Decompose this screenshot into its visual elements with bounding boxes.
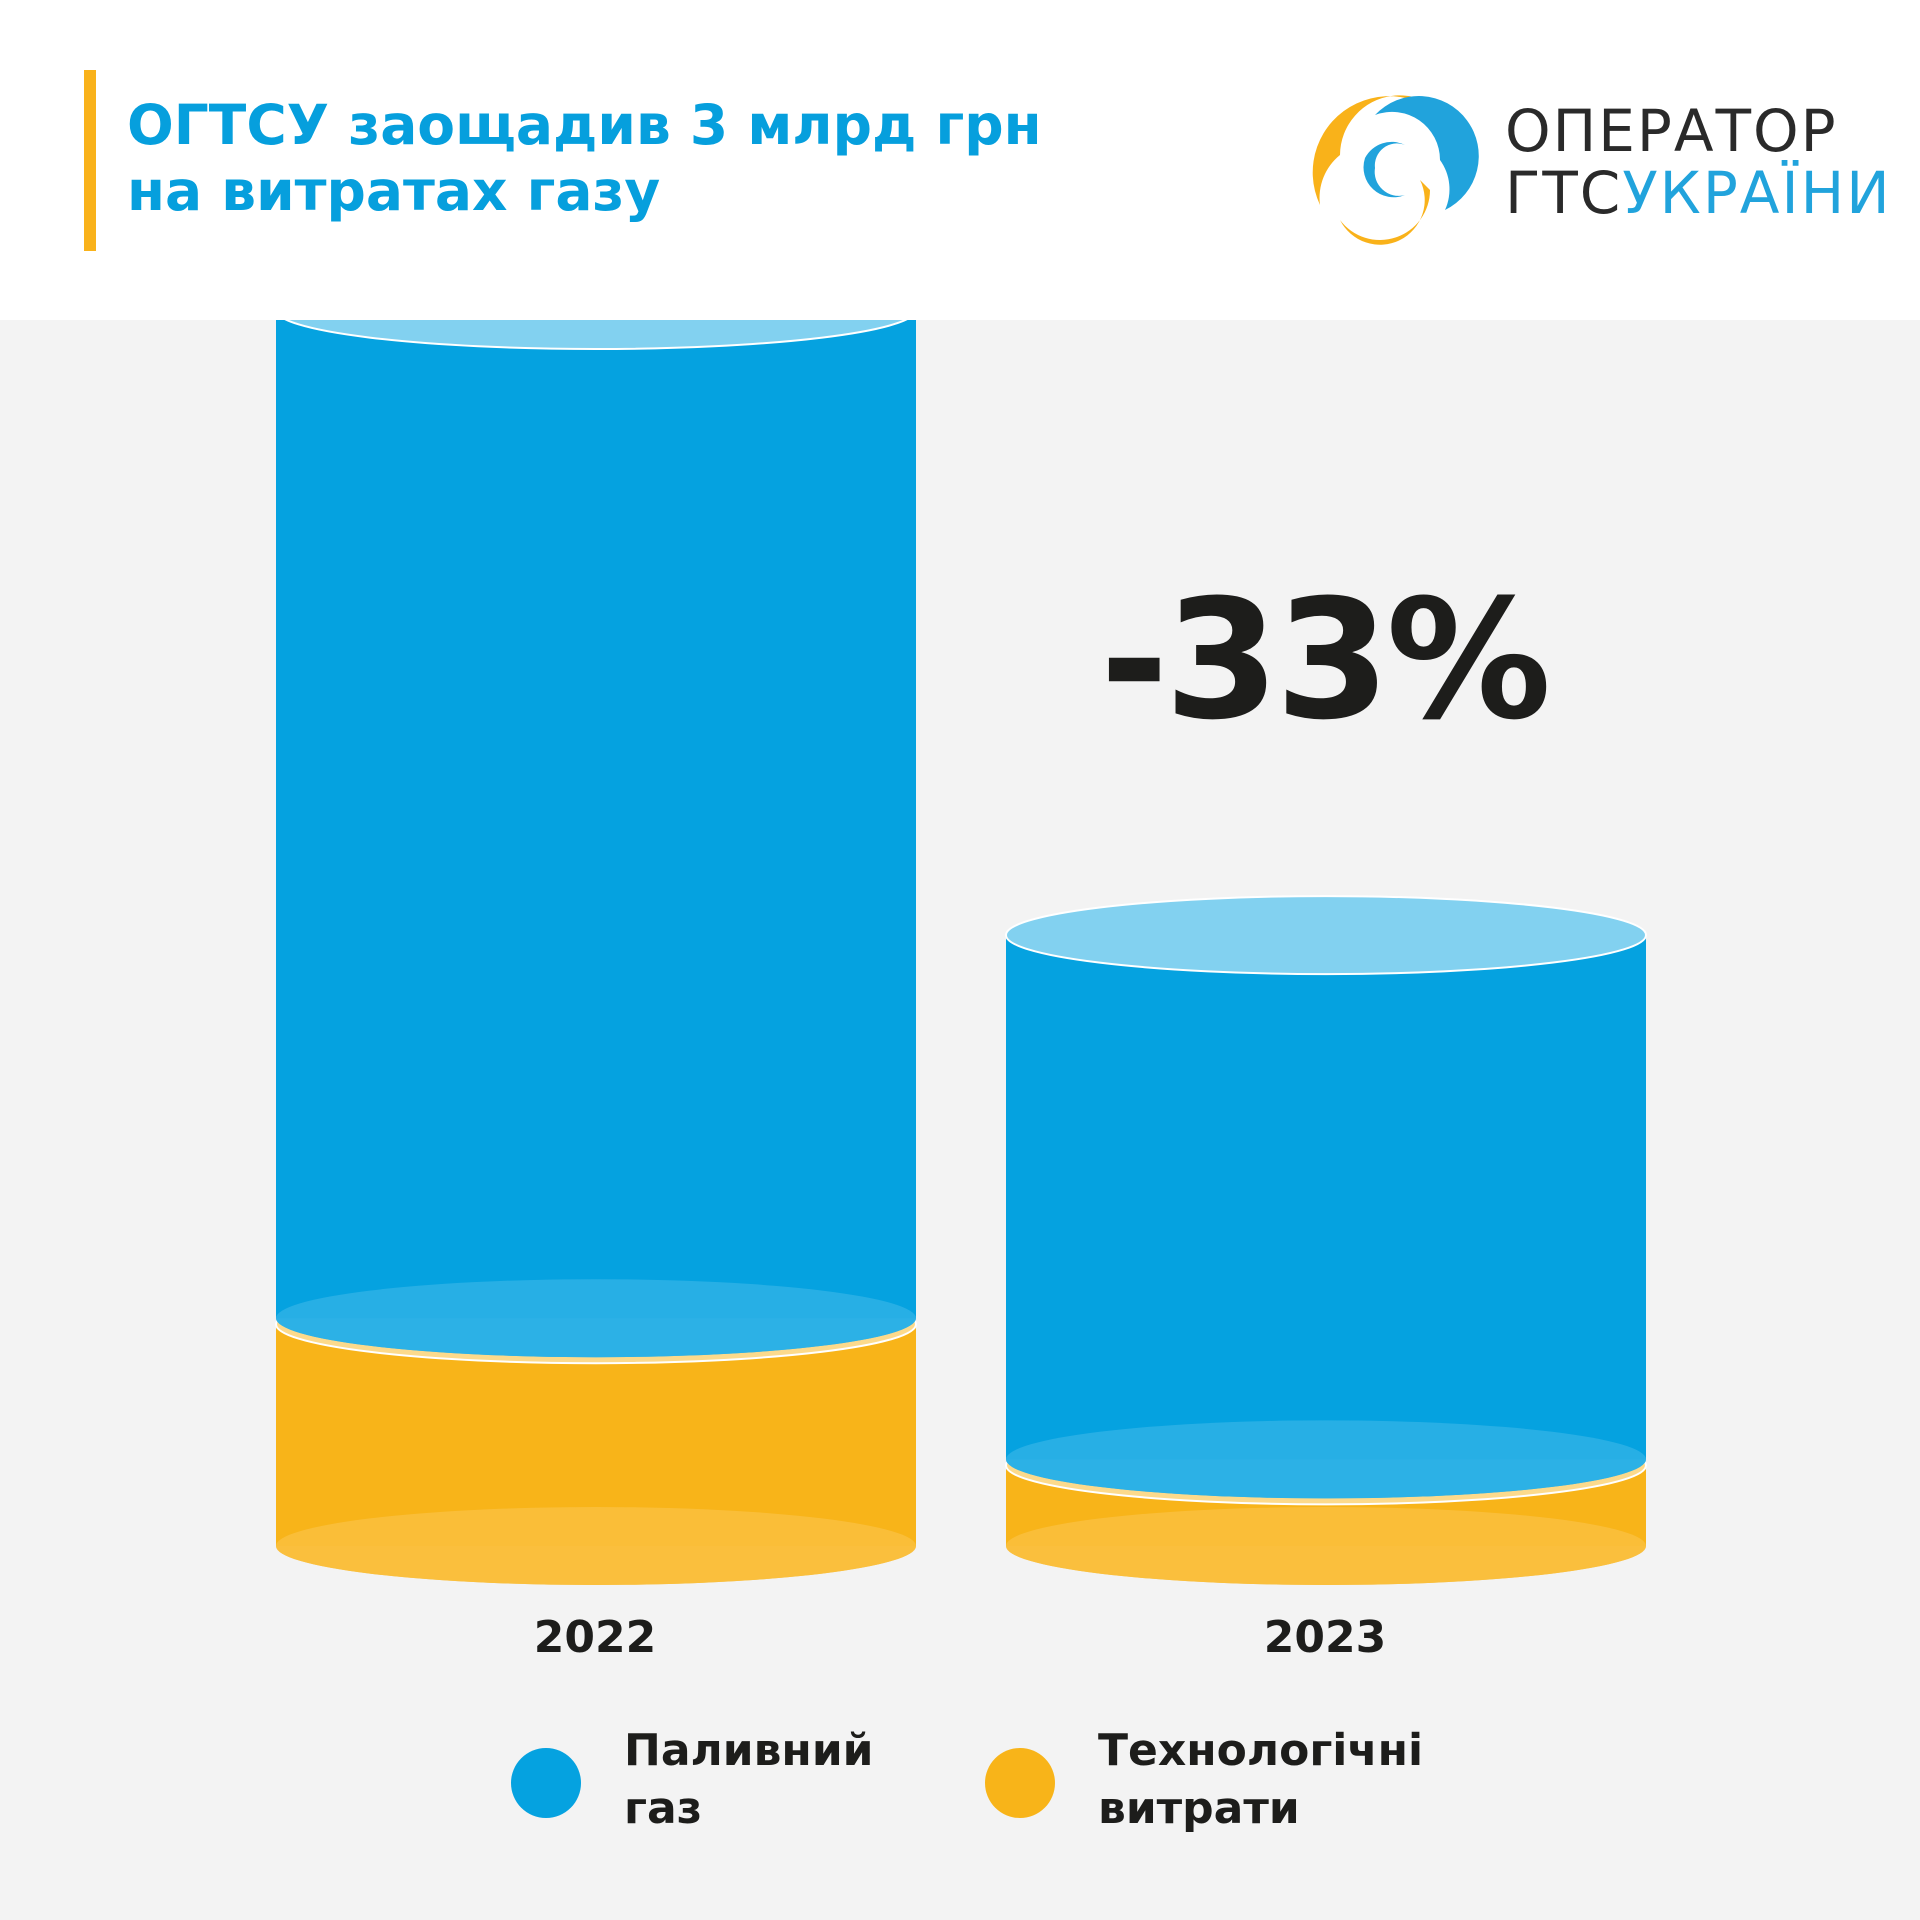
header: ОГТСУ заощадив 3 млрд грн на витратах га… — [0, 0, 1920, 320]
chart-area — [0, 320, 1920, 1920]
cylinder-2023-tech-losses-base-ellipse — [1006, 1507, 1646, 1585]
cylinder-2022-fuel-gas-body — [276, 320, 916, 1319]
change-annotation: -33% — [1100, 564, 1551, 756]
legend-label-fuel-gas-line1: Паливний — [624, 1725, 874, 1776]
legend-swatch-fuel-gas — [511, 1748, 581, 1818]
company-logo: ОПЕРАТОР ГТСУКРАЇНИ — [1280, 60, 1890, 260]
legend-label-tech-losses-line1: Технологічні — [1098, 1725, 1424, 1776]
x-tick-label-2022: 2022 — [533, 1612, 657, 1663]
legend-label-fuel-gas-line2: газ — [624, 1783, 703, 1834]
title-line-1: ОГТСУ заощадив 3 млрд грн — [127, 93, 1042, 157]
logo-line-2: ГТСУКРАЇНИ — [1505, 162, 1892, 224]
cylinder-2023-fuel-gas-top — [1005, 895, 1647, 976]
x-tick-label-2023: 2023 — [1263, 1612, 1387, 1663]
cylinder-chart — [275, 320, 1647, 1585]
title-accent-bar — [84, 70, 96, 251]
cylinder-2023-fuel-gas-base-ellipse — [1006, 1420, 1646, 1499]
legend-label-fuel-gas: Паливний газ — [624, 1722, 984, 1838]
logo-ukraine: УКРАЇНИ — [1622, 159, 1892, 227]
cylinder-2023-fuel-gas-body — [1006, 935, 1646, 1460]
legend-label-tech-losses-line2: витрати — [1098, 1783, 1300, 1834]
swirl-logo-icon — [1312, 95, 1479, 245]
logo-line-1: ОПЕРАТОР — [1505, 97, 1838, 165]
cylinder-2022-fuel-gas-top — [284, 320, 908, 350]
legend-label-tech-losses: Технологічні витрати — [1098, 1722, 1458, 1838]
logo-gts: ГТС — [1505, 159, 1623, 227]
legend-swatch-tech-losses — [985, 1748, 1055, 1818]
cylinder-2022-tech-losses-base-ellipse — [276, 1507, 916, 1585]
page-title: ОГТСУ заощадив 3 млрд грн на витратах га… — [127, 92, 1107, 224]
title-line-2: на витратах газу — [127, 159, 661, 223]
logo-text: ОПЕРАТОР ГТСУКРАЇНИ — [1505, 100, 1892, 224]
cylinder-2022-fuel-gas-base-ellipse — [276, 1279, 916, 1358]
